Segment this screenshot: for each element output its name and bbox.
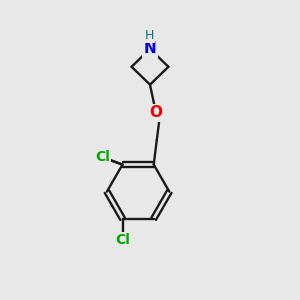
Text: O: O	[149, 105, 162, 120]
Text: Cl: Cl	[115, 233, 130, 247]
Text: H: H	[145, 29, 154, 42]
Text: Cl: Cl	[95, 150, 110, 164]
Text: N: N	[144, 41, 156, 56]
